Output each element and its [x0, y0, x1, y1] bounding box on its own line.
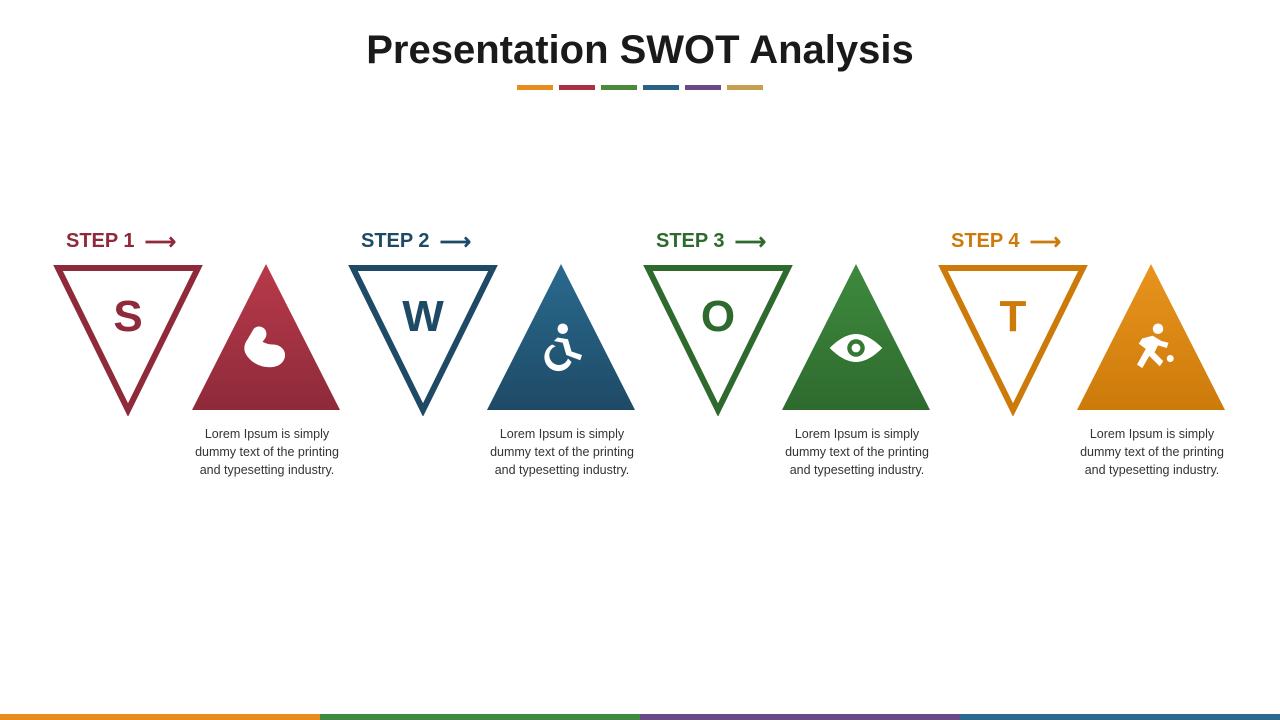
- arrow-right-icon: ⟶: [440, 231, 472, 253]
- triangle-pair: T: [935, 262, 1229, 416]
- letter-triangle: W: [345, 262, 501, 416]
- triangle-pair: O: [640, 262, 934, 416]
- icon-triangle: [188, 262, 344, 412]
- icon-triangle: [778, 262, 934, 412]
- step-label-text: STEP 4: [951, 230, 1020, 253]
- decor-bar: [601, 85, 637, 90]
- step-label-text: STEP 2: [361, 230, 430, 253]
- arrow-right-icon: ⟶: [145, 231, 177, 253]
- eye-icon: [778, 320, 934, 376]
- letter-triangle: T: [935, 262, 1091, 416]
- decor-bar: [727, 85, 763, 90]
- bottom-bar-segment: [320, 714, 640, 720]
- step-label: STEP 3 ⟶: [656, 230, 766, 253]
- bottom-bar-segment: [960, 714, 1280, 720]
- title-decoration: [0, 85, 1280, 90]
- letter-triangle: S: [50, 262, 206, 416]
- step-label: STEP 1 ⟶: [66, 230, 176, 253]
- icon-triangle: [1073, 262, 1229, 412]
- triangle-pair: S: [50, 262, 344, 416]
- runner-icon: [1073, 320, 1229, 376]
- muscle-icon: [188, 320, 344, 376]
- arrow-right-icon: ⟶: [735, 231, 767, 253]
- decor-bar: [517, 85, 553, 90]
- icon-triangle: [483, 262, 639, 412]
- arrow-right-icon: ⟶: [1030, 231, 1062, 253]
- swot-letter: W: [345, 292, 501, 342]
- swot-letter: T: [935, 292, 1091, 342]
- decor-bar: [643, 85, 679, 90]
- step-label: STEP 2 ⟶: [361, 230, 471, 253]
- step-label-text: STEP 3: [656, 230, 725, 253]
- bottom-color-bar: [0, 714, 1280, 720]
- step-label: STEP 4 ⟶: [951, 230, 1061, 253]
- triangle-pair: W: [345, 262, 639, 416]
- page-title: Presentation SWOT Analysis: [0, 0, 1280, 73]
- decor-bar: [559, 85, 595, 90]
- swot-letter: O: [640, 292, 796, 342]
- step-description: Lorem Ipsum is simply dummy text of the …: [184, 425, 350, 479]
- step-description: Lorem Ipsum is simply dummy text of the …: [774, 425, 940, 479]
- wheelchair-icon: [483, 320, 639, 376]
- step-description: Lorem Ipsum is simply dummy text of the …: [1069, 425, 1235, 479]
- step-label-text: STEP 1: [66, 230, 135, 253]
- bottom-bar-segment: [0, 714, 320, 720]
- decor-bar: [685, 85, 721, 90]
- bottom-bar-segment: [640, 714, 960, 720]
- swot-letter: S: [50, 292, 206, 342]
- letter-triangle: O: [640, 262, 796, 416]
- step-description: Lorem Ipsum is simply dummy text of the …: [479, 425, 645, 479]
